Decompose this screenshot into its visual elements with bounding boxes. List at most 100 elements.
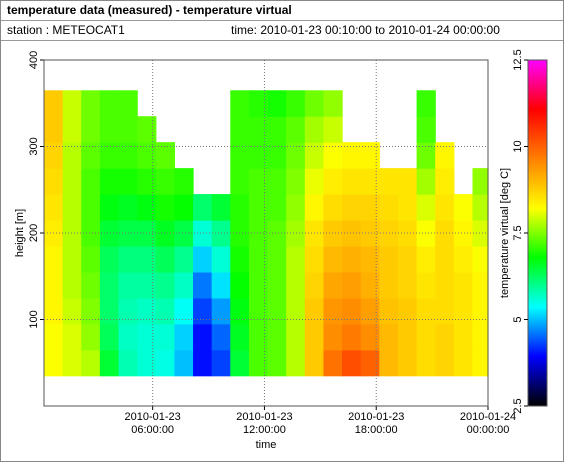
heat-cell bbox=[230, 297, 250, 325]
heat-cell bbox=[155, 323, 176, 351]
heat-cell bbox=[342, 271, 362, 299]
heat-cell bbox=[342, 323, 362, 351]
heat-cell bbox=[453, 349, 474, 377]
heat-cell bbox=[435, 142, 455, 169]
heat-cell bbox=[174, 194, 194, 221]
heat-cell bbox=[267, 220, 287, 247]
y-tick-label: 100 bbox=[28, 310, 40, 328]
heat-cell bbox=[379, 271, 399, 299]
heat-cell bbox=[286, 271, 306, 299]
y-axis-label: height [m] bbox=[14, 209, 26, 257]
heat-cell bbox=[453, 297, 474, 325]
heat-cell bbox=[137, 323, 157, 351]
heat-cell bbox=[118, 90, 138, 117]
station: station : METEOCAT1 bbox=[7, 23, 125, 37]
heat-cell bbox=[137, 349, 157, 377]
heat-cell bbox=[342, 220, 362, 247]
heat-cell bbox=[323, 194, 343, 221]
heat-cell bbox=[379, 194, 399, 221]
heat-cell bbox=[62, 220, 82, 247]
heat-cell bbox=[379, 297, 399, 325]
heat-cell bbox=[174, 297, 194, 325]
heat-cell bbox=[379, 168, 399, 195]
heat-cell bbox=[193, 323, 213, 351]
heat-cell bbox=[267, 168, 287, 195]
heat-cell bbox=[286, 297, 306, 325]
heat-cell bbox=[81, 116, 101, 143]
heat-cell bbox=[416, 142, 436, 169]
heat-cell bbox=[62, 116, 82, 143]
heat-cell bbox=[155, 349, 176, 377]
heat-cell bbox=[360, 168, 380, 195]
heat-cell bbox=[211, 194, 231, 221]
heat-cell bbox=[379, 245, 399, 273]
heat-cell bbox=[193, 297, 213, 325]
x-axis-label: time bbox=[256, 439, 277, 451]
heat-cell bbox=[435, 220, 455, 247]
heat-cell bbox=[99, 90, 120, 117]
heat-cell bbox=[62, 245, 82, 273]
heat-cell bbox=[174, 271, 194, 299]
heat-cell bbox=[304, 297, 325, 325]
heat-cell bbox=[435, 245, 455, 273]
heat-cell bbox=[453, 220, 474, 247]
heat-cell bbox=[230, 142, 250, 169]
heat-cell bbox=[44, 168, 64, 195]
heat-cell bbox=[174, 245, 194, 273]
heat-cell bbox=[118, 168, 138, 195]
heat-cell bbox=[81, 194, 101, 221]
heat-cell bbox=[435, 168, 455, 195]
heat-cell bbox=[342, 297, 362, 325]
heat-cell bbox=[472, 323, 489, 351]
time-range: time: 2010-01-23 00:10:00 to 2010-01-24 … bbox=[231, 23, 500, 37]
heat-cell bbox=[230, 168, 250, 195]
heat-cell bbox=[397, 194, 418, 221]
heat-cell bbox=[44, 245, 64, 273]
heat-cell bbox=[118, 194, 138, 221]
heat-cell bbox=[304, 271, 325, 299]
heat-cell bbox=[81, 271, 101, 299]
heat-cell bbox=[99, 116, 120, 143]
heat-cell bbox=[211, 297, 231, 325]
heat-cell bbox=[44, 323, 64, 351]
heat-cell bbox=[360, 297, 380, 325]
chart-title: temperature data (measured) - temperatur… bbox=[7, 3, 292, 17]
heat-cell bbox=[267, 194, 287, 221]
heat-cell bbox=[248, 245, 269, 273]
heat-cell bbox=[99, 194, 120, 221]
heat-cell bbox=[137, 194, 157, 221]
heat-cell bbox=[81, 220, 101, 247]
heat-cell bbox=[472, 349, 489, 377]
heat-cell bbox=[435, 349, 455, 377]
heat-cell bbox=[137, 297, 157, 325]
heat-cell bbox=[304, 116, 325, 143]
heat-cell bbox=[472, 271, 489, 299]
heat-cell bbox=[416, 90, 436, 117]
heat-cell bbox=[435, 323, 455, 351]
heat-cell bbox=[453, 323, 474, 351]
heat-cell bbox=[174, 323, 194, 351]
heat-cell bbox=[81, 142, 101, 169]
heat-cell bbox=[360, 194, 380, 221]
heat-cell bbox=[323, 116, 343, 143]
heat-cell bbox=[81, 245, 101, 273]
heat-cell bbox=[81, 168, 101, 195]
heat-cell bbox=[360, 271, 380, 299]
heat-cell bbox=[286, 142, 306, 169]
heat-cell bbox=[211, 323, 231, 351]
heat-cell bbox=[472, 194, 489, 221]
heat-cell bbox=[62, 194, 82, 221]
heat-cell bbox=[397, 323, 418, 351]
heat-cell bbox=[230, 323, 250, 351]
heat-cell bbox=[248, 168, 269, 195]
heat-cell bbox=[211, 271, 231, 299]
heat-cell bbox=[137, 116, 157, 143]
info-bar: station : METEOCAT1 time: 2010-01-23 00:… bbox=[1, 21, 563, 41]
heat-cell bbox=[416, 297, 436, 325]
heat-cell bbox=[323, 220, 343, 247]
heat-cell bbox=[416, 245, 436, 273]
heat-cell bbox=[304, 142, 325, 169]
heat-cell bbox=[435, 271, 455, 299]
